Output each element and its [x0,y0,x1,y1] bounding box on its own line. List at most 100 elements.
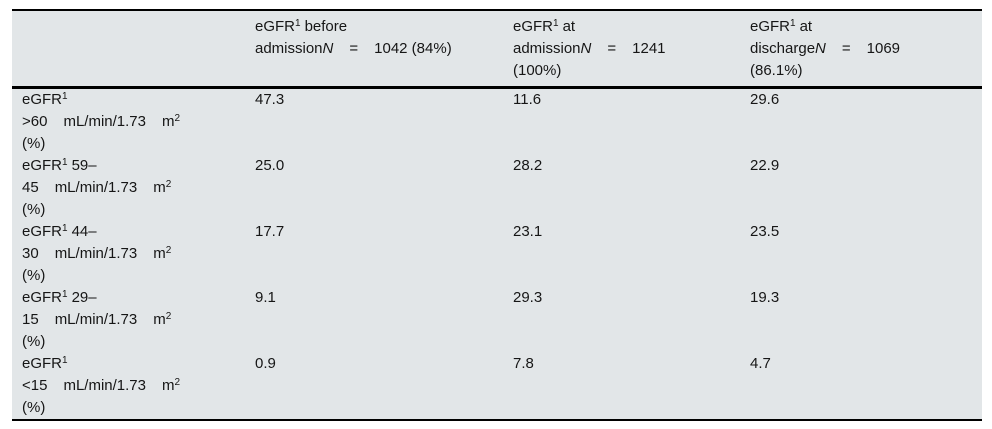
header-col-at-discharge: eGFR1 at dischargeN = 1069 (86.1%) [750,16,982,82]
header-n-value: 1042 (84%) [374,40,452,57]
row-label-line1: eGFR1 [22,89,255,111]
table-row-egfr-29-15: eGFR1 29– 15 mL/min/1.73 m2 (%) 9.1 29.3 19… [12,287,982,353]
table-row-egfr-44-30: eGFR1 44– 30 mL/min/1.73 m2 (%) 17.7 23.1 2… [12,221,982,287]
egfr-superscript: 1 [62,289,68,300]
table-row-egfr-gt60: eGFR1 >60 mL/min/1.73 m2 (%) 47.3 11.6 29.… [12,89,982,155]
value-at-discharge: 29.6 [750,91,780,108]
value-at-discharge: 22.9 [750,157,780,174]
table-row-egfr-lt15: eGFR1 <15 mL/min/1.73 m2 (%) 0.9 7.8 4.7 [12,353,982,419]
header-equals-sign: = [841,40,851,57]
header-n-value: 1069 [866,40,901,57]
value-before-admission: 0.9 [255,355,276,372]
range-lower-label: 15 [22,311,39,328]
unit-m2-label: m2 [153,245,172,262]
row-label-line3: (%) [22,267,46,284]
egfr-label: eGFR [22,289,63,306]
value-before-admission: 25.0 [255,157,285,174]
egfr-label: eGFR [22,223,63,240]
header-egfr-superscript: 1 [790,18,796,29]
value-at-admission: 7.8 [513,355,534,372]
header-title-line: eGFR1 at [513,16,750,38]
header-n-line: admissionN = 1042 (84%) [255,38,513,60]
range-upper-label: 29– [71,289,97,306]
header-title-line: eGFR1 at [750,16,982,38]
egfr-distribution-table: eGFR1 before admissionN = 1042 (84%) eGFR1 a… [12,9,982,421]
header-timepoint-word: discharge [750,40,816,57]
row-label-line3: (%) [22,333,46,350]
header-n-symbol: N [580,40,592,57]
range-lower-label: <15 [22,377,48,394]
header-n-value: 1241 [632,40,666,57]
header-equals-sign: = [349,40,359,57]
row-label-line2: >60 mL/min/1.73 m2 [22,111,255,133]
unit-label: mL/min/1.73 [54,179,138,196]
row-label-line2: 15 mL/min/1.73 m2 [22,309,255,331]
header-timepoint-word: admission [513,40,581,57]
egfr-superscript: 1 [62,223,68,234]
row-label-line1: eGFR1 29– [22,287,255,309]
value-at-discharge: 19.3 [750,289,780,306]
row-label-line1: eGFR1 44– [22,221,255,243]
table-header-row: eGFR1 before admissionN = 1042 (84%) eGFR1 a… [12,11,982,89]
row-label: eGFR1 44– 30 mL/min/1.73 m2 (%) [12,221,255,287]
unit-label: mL/min/1.73 [63,377,146,394]
table-row-egfr-59-45: eGFR1 59– 45 mL/min/1.73 m2 (%) 25.0 28.2 2… [12,155,982,221]
unit-m2-label: m2 [162,113,181,130]
row-label: eGFR1 >60 mL/min/1.73 m2 (%) [12,89,255,155]
value-at-admission: 11.6 [513,91,542,108]
row-label: eGFR1 29– 15 mL/min/1.73 m2 (%) [12,287,255,353]
unit-m2-label: m2 [153,311,172,328]
row-label: eGFR1 59– 45 mL/min/1.73 m2 (%) [12,155,255,221]
range-lower-label: 45 [22,179,39,196]
header-equals-sign: = [607,40,617,57]
range-upper-label: 59– [71,157,97,174]
range-upper-label: 44– [71,223,97,240]
row-label-line1: eGFR1 59– [22,155,255,177]
header-egfr-superscript: 1 [295,18,301,29]
header-egfr-superscript: 1 [553,18,559,29]
header-n-symbol: N [322,40,334,57]
row-label-line2: 45 mL/min/1.73 m2 [22,177,255,199]
header-timepoint-word: admission [255,40,323,57]
value-at-admission: 29.3 [513,289,543,306]
header-egfr-label: eGFR [513,18,554,35]
value-before-admission: 17.7 [255,223,285,240]
row-label-line2: <15 mL/min/1.73 m2 [22,375,255,397]
header-corner-cell [12,16,255,82]
unit-label: mL/min/1.73 [54,311,138,328]
value-at-admission: 28.2 [513,157,543,174]
value-before-admission: 47.3 [255,91,285,108]
header-timepoint-label: at [799,18,813,35]
unit-m2-label: m2 [153,179,172,196]
header-col-before-admission: eGFR1 before admissionN = 1042 (84%) [255,16,513,82]
unit-label: mL/min/1.73 [63,113,146,130]
header-n-line: dischargeN = 1069 [750,38,982,60]
header-timepoint-label: at [562,18,576,35]
header-col-at-admission: eGFR1 at admissionN = 1241 (100%) [513,16,750,82]
unit-m2-label: m2 [162,377,181,394]
row-label-line3: (%) [22,399,46,416]
unit-label: mL/min/1.73 [54,245,138,262]
value-at-admission: 23.1 [513,223,543,240]
egfr-superscript: 1 [62,355,68,366]
range-lower-label: 30 [22,245,39,262]
header-title-line: eGFR1 before [255,16,513,38]
header-timepoint-label: before [304,18,348,35]
header-percent-line: (100%) [513,62,562,79]
value-at-discharge: 4.7 [750,355,771,372]
range-lower-label: >60 [22,113,48,130]
egfr-superscript: 1 [62,91,68,102]
value-at-discharge: 23.5 [750,223,780,240]
header-n-symbol: N [815,40,826,57]
row-label: eGFR1 <15 mL/min/1.73 m2 (%) [12,353,255,419]
header-n-line: admissionN = 1241 [513,38,750,60]
row-label-line2: 30 mL/min/1.73 m2 [22,243,255,265]
egfr-label: eGFR [22,91,63,108]
header-egfr-label: eGFR [255,18,296,35]
row-label-line3: (%) [22,201,46,218]
value-before-admission: 9.1 [255,289,276,306]
row-label-line3: (%) [22,135,46,152]
egfr-superscript: 1 [62,157,68,168]
header-percent-line: (86.1%) [750,62,803,79]
egfr-label: eGFR [22,157,63,174]
